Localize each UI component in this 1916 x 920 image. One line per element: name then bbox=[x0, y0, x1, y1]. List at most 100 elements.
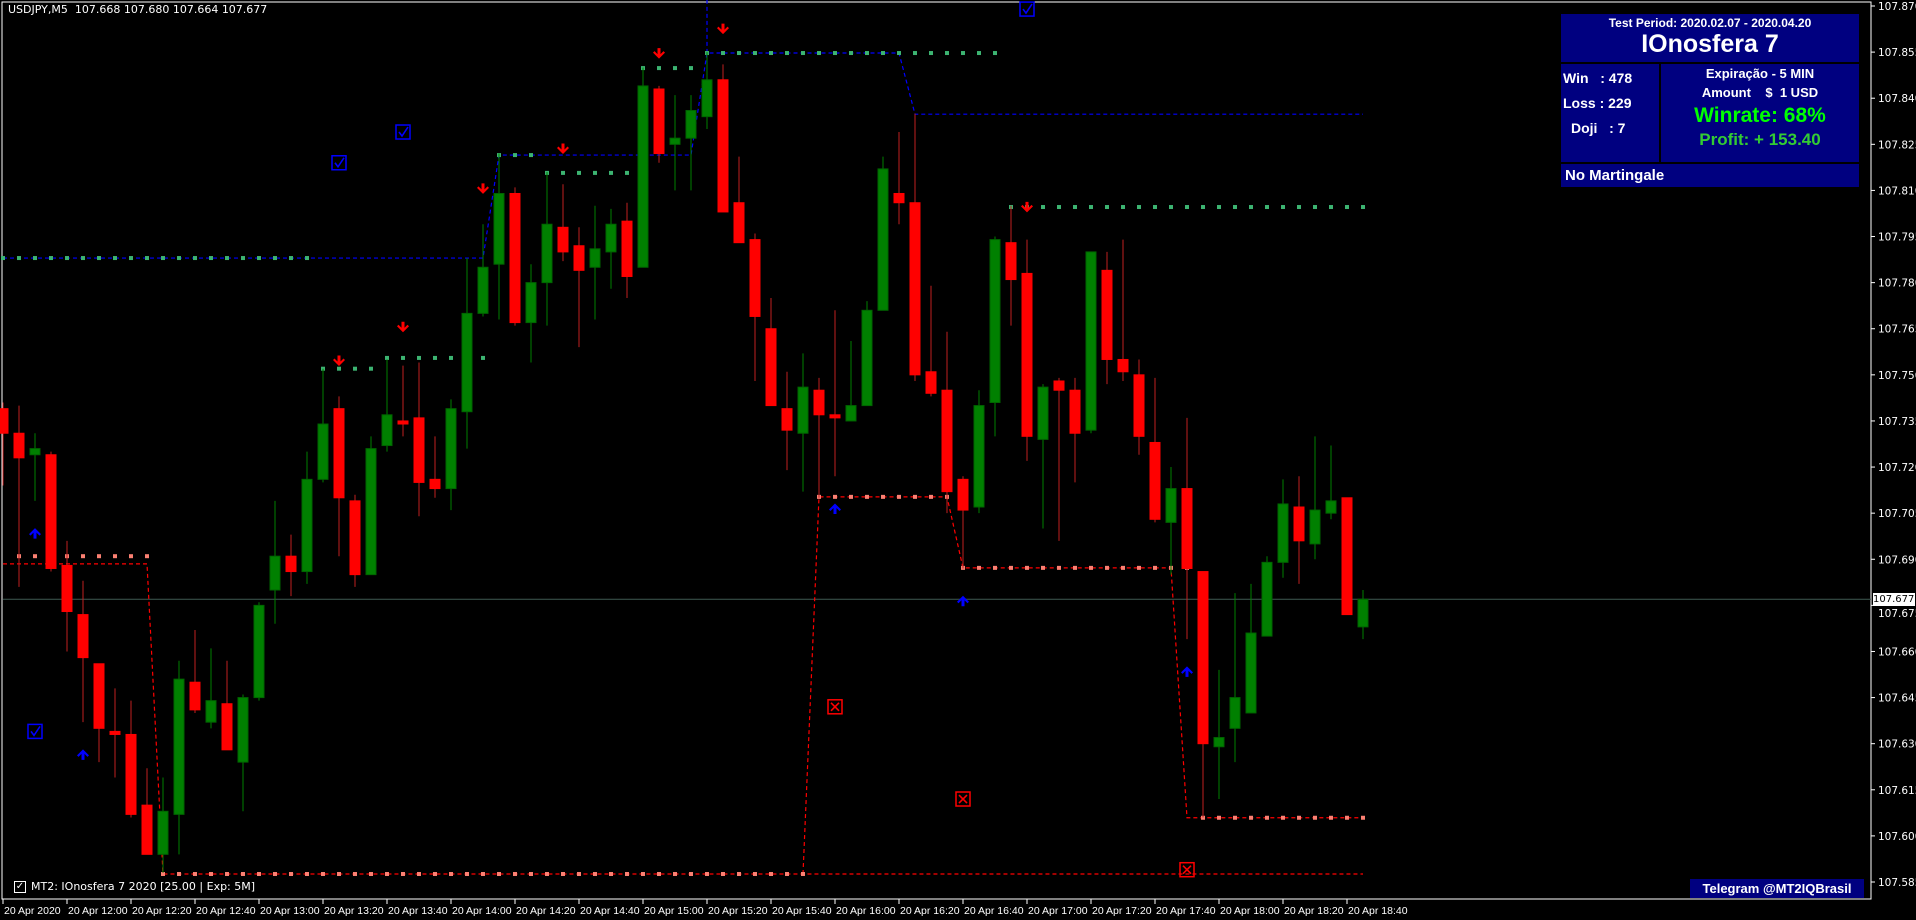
candle bbox=[349, 494, 361, 587]
bear-candle-body bbox=[1341, 497, 1353, 616]
x-mark bbox=[958, 794, 968, 804]
resistance-dot bbox=[1297, 205, 1301, 210]
y-tick-label: 107.735 bbox=[1878, 416, 1916, 428]
resistance-dot bbox=[945, 51, 949, 56]
resistance-dot bbox=[1329, 205, 1333, 210]
resistance-dot bbox=[369, 366, 373, 371]
resistance-dot bbox=[1249, 205, 1253, 210]
indicator-legend[interactable]: ✓ MT2: IOnosfera 7 2020 [25.00 | Exp: 5M… bbox=[14, 880, 255, 893]
support-dot bbox=[641, 872, 645, 877]
bear-candle-body bbox=[1101, 269, 1113, 360]
bear-candle-body bbox=[333, 408, 345, 499]
candle bbox=[173, 660, 185, 855]
x-tick-label: 20 Apr 13:00 bbox=[260, 905, 320, 917]
bull-candle-body bbox=[461, 312, 473, 413]
x-tick-label: 20 Apr 2020 bbox=[4, 905, 61, 917]
bull-candle-body bbox=[1357, 598, 1369, 628]
bull-candle-body bbox=[1325, 500, 1337, 514]
bear-candle-body bbox=[189, 681, 201, 711]
bull-candle-body bbox=[317, 423, 329, 480]
resistance-dot bbox=[225, 256, 229, 261]
y-tick-label: 107.750 bbox=[1878, 370, 1916, 382]
candle bbox=[669, 95, 681, 191]
bull-candle-body bbox=[1037, 386, 1049, 440]
candle bbox=[1293, 476, 1305, 584]
resistance-dot bbox=[305, 256, 309, 261]
resistance-dot bbox=[1201, 205, 1205, 210]
support-dot bbox=[337, 872, 341, 877]
resistance-dot bbox=[577, 170, 581, 175]
support-dot bbox=[1217, 815, 1221, 820]
resistance-dot bbox=[625, 170, 629, 175]
candle bbox=[685, 95, 697, 191]
bear-candle-body bbox=[1021, 272, 1033, 437]
candle bbox=[765, 298, 777, 407]
win-check-box bbox=[1019, 1, 1035, 17]
support-dot bbox=[193, 872, 197, 877]
bull-candle-body bbox=[381, 414, 393, 447]
bear-candle-body bbox=[1197, 571, 1209, 745]
resistance-dot bbox=[209, 256, 213, 261]
bear-candle-body bbox=[45, 454, 57, 569]
y-tick-label: 107.690 bbox=[1878, 554, 1916, 566]
bull-candle-body bbox=[1245, 632, 1257, 714]
y-tick-label: 107.600 bbox=[1878, 831, 1916, 843]
bear-candle-body bbox=[1069, 389, 1081, 434]
x-tick-label: 20 Apr 12:00 bbox=[68, 905, 128, 917]
y-tick-label: 107.795 bbox=[1878, 232, 1916, 244]
x-tick-label: 20 Apr 17:20 bbox=[1092, 905, 1152, 917]
resistance-dot bbox=[289, 256, 293, 261]
support-dot bbox=[497, 872, 501, 877]
resistance-dot bbox=[1153, 205, 1157, 210]
sell-arrow-icon bbox=[653, 48, 665, 59]
candle bbox=[397, 365, 409, 437]
bear-candle-body bbox=[749, 239, 761, 317]
candle bbox=[1053, 377, 1065, 541]
candle bbox=[813, 377, 825, 498]
bear-candle-body bbox=[621, 220, 633, 277]
bull-candle-body bbox=[253, 604, 265, 699]
resistance-dot bbox=[785, 51, 789, 56]
y-tick-label: 107.780 bbox=[1878, 278, 1916, 290]
support-dot bbox=[913, 494, 917, 499]
candle bbox=[1149, 377, 1161, 523]
x-tick-label: 20 Apr 16:20 bbox=[900, 905, 960, 917]
buy-arrow-icon bbox=[829, 503, 841, 515]
candle bbox=[461, 258, 473, 449]
resistance-dot bbox=[353, 366, 357, 371]
resistance-dot bbox=[817, 51, 821, 56]
resistance-dot bbox=[1217, 205, 1221, 210]
bull-candle-body bbox=[269, 555, 281, 591]
candle bbox=[1213, 669, 1225, 800]
resistance-dot bbox=[961, 51, 965, 56]
loss-x-icon bbox=[1179, 861, 1195, 878]
y-tick-label: 107.870 bbox=[1878, 1, 1916, 13]
bear-candle-body bbox=[909, 202, 921, 376]
support-dot bbox=[993, 565, 997, 570]
bull-candle-body bbox=[589, 248, 601, 268]
candle bbox=[973, 390, 985, 514]
y-tick-label: 107.615 bbox=[1878, 785, 1916, 797]
support-dot bbox=[881, 494, 885, 499]
resistance-dot bbox=[1281, 205, 1285, 210]
support-dot bbox=[145, 554, 149, 559]
indicator-checkbox[interactable]: ✓ bbox=[14, 880, 26, 893]
support-dot bbox=[1233, 815, 1237, 820]
candle bbox=[77, 580, 89, 723]
buy-arrow-icon bbox=[1181, 666, 1193, 677]
bear-candle-body bbox=[1149, 441, 1161, 520]
candle bbox=[237, 694, 249, 812]
candle bbox=[301, 451, 313, 584]
support-dot bbox=[353, 872, 357, 877]
support-dot bbox=[1041, 565, 1045, 570]
symbol-label: USDJPY,M5 bbox=[8, 3, 68, 16]
support-dot bbox=[113, 554, 117, 559]
bull-candle-body bbox=[445, 408, 457, 490]
telegram-label: Telegram @MT2IQBrasil bbox=[1690, 879, 1864, 898]
buy-arrow-icon bbox=[957, 595, 969, 607]
bull-candle-body bbox=[541, 223, 553, 284]
chart-header: USDJPY,M5 107.668 107.680 107.664 107.67… bbox=[8, 3, 267, 16]
bull-candle-body bbox=[701, 79, 713, 118]
resistance-dot bbox=[593, 170, 597, 175]
